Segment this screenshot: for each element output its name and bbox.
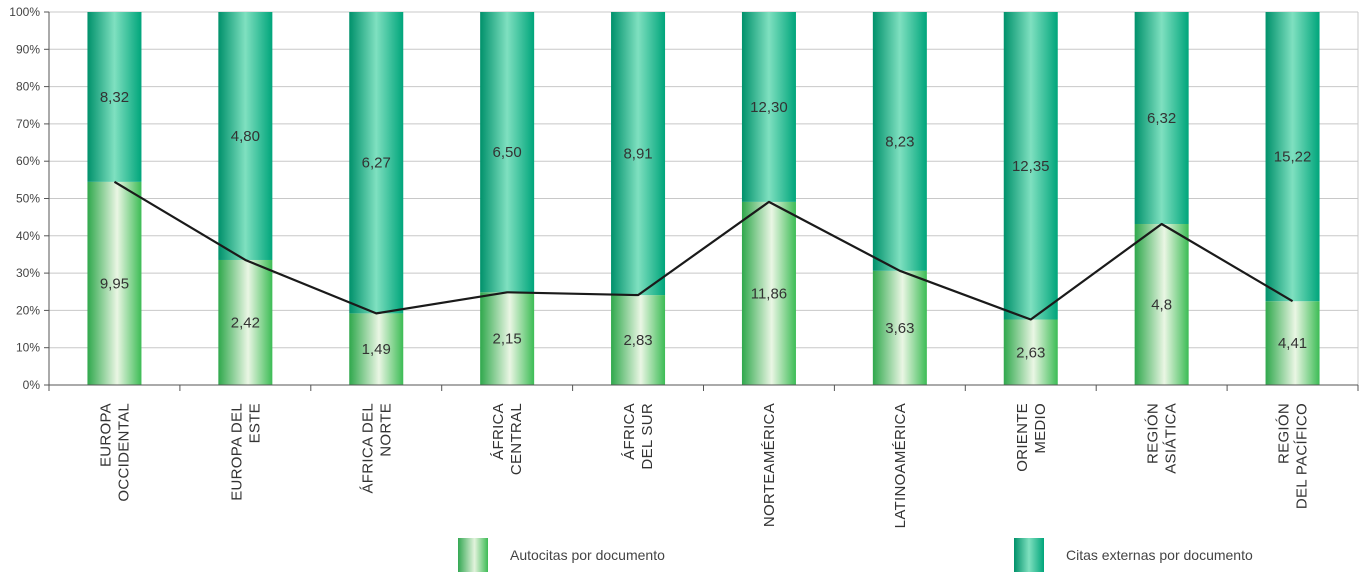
- bar-citas-externas: [1003, 12, 1058, 320]
- value-label-citas-externas: 8,23: [885, 133, 914, 150]
- value-label-autocitas: 3,63: [885, 320, 914, 337]
- category-label-line: ÁFRICA: [490, 403, 507, 460]
- category-label: ÁFRICACENTRAL: [490, 403, 525, 475]
- y-tick-label: 70%: [16, 117, 40, 131]
- category-label-line: REGIÓN: [1145, 403, 1162, 464]
- category-label-line: ASIÁTICA: [1163, 403, 1180, 474]
- value-label-citas-externas: 15,22: [1274, 149, 1312, 166]
- value-label-autocitas: 1,49: [362, 341, 391, 358]
- value-label-autocitas: 2,42: [231, 314, 260, 331]
- legend-swatch-autocitas: [458, 538, 488, 572]
- value-label-citas-externas: 6,50: [493, 144, 522, 161]
- category-label: LATINOAMÉRICA: [892, 403, 909, 528]
- bar-autocitas: [218, 259, 273, 385]
- category-label-line: EUROPA: [97, 403, 114, 467]
- category-label: REGIÓNASIÁTICA: [1145, 403, 1180, 474]
- category-label: ÁFRICADEL SUR: [621, 403, 656, 470]
- category-label-line: ÁFRICA DEL: [359, 403, 376, 494]
- value-label-citas-externas: 6,32: [1147, 110, 1176, 127]
- y-tick-label: 0%: [23, 378, 41, 392]
- y-tick-label: 10%: [16, 341, 40, 355]
- bar-citas-externas: [872, 12, 927, 271]
- series-line: [113, 180, 1294, 321]
- category-label-line: DEL PACÍFICO: [1294, 403, 1311, 509]
- bar-citas-externas: [611, 12, 666, 296]
- category-label-line: NORTEAMÉRICA: [761, 403, 778, 527]
- bar-citas-externas: [480, 12, 535, 293]
- value-label-citas-externas: 12,35: [1012, 158, 1050, 175]
- bar-citas-externas: [1265, 12, 1320, 302]
- value-label-citas-externas: 8,91: [623, 146, 652, 163]
- bar-autocitas: [611, 295, 666, 385]
- category-label-line: OCCIDENTAL: [115, 403, 132, 502]
- category-label: ÁFRICA DELNORTE: [359, 403, 394, 494]
- y-tick-label: 50%: [16, 192, 40, 206]
- legend-autocitas: Autocitas por documento: [458, 538, 665, 572]
- value-label-citas-externas: 6,27: [362, 155, 391, 172]
- bar-autocitas: [480, 292, 535, 385]
- category-label: EUROPA DELESTE: [228, 403, 263, 501]
- category-label-line: LATINOAMÉRICA: [892, 403, 909, 528]
- bar-autocitas: [349, 313, 404, 385]
- value-label-citas-externas: 12,30: [750, 99, 788, 116]
- y-tick-label: 60%: [16, 154, 40, 168]
- category-label: ORIENTEMEDIO: [1014, 403, 1049, 472]
- value-label-autocitas: 4,41: [1278, 335, 1307, 352]
- category-label: REGIÓNDEL PACÍFICO: [1276, 403, 1311, 509]
- bar-citas-externas: [87, 12, 142, 182]
- y-tick-label: 30%: [16, 266, 40, 280]
- legend-label-citas-externas: Citas externas por documento: [1066, 547, 1253, 563]
- category-label: EUROPAOCCIDENTAL: [97, 403, 132, 502]
- bar-citas-externas: [349, 12, 404, 314]
- category-label-line: DEL SUR: [639, 403, 656, 470]
- value-label-autocitas: 2,83: [623, 332, 652, 349]
- bar-autocitas: [872, 270, 927, 385]
- bar-autocitas: [1003, 319, 1058, 385]
- legend-swatch-citas-externas: [1014, 538, 1044, 572]
- bar-autocitas: [741, 201, 796, 385]
- category-label-line: ÁFRICA: [621, 403, 638, 460]
- value-label-autocitas: 2,15: [493, 331, 522, 348]
- y-tick-label: 20%: [16, 303, 40, 317]
- bar-autocitas: [1134, 223, 1189, 385]
- category-label-line: MEDIO: [1032, 403, 1049, 454]
- y-tick-label: 100%: [9, 5, 40, 19]
- category-label-line: CENTRAL: [508, 403, 525, 475]
- legend-label-autocitas: Autocitas por documento: [510, 547, 665, 563]
- bar-citas-externas: [741, 12, 796, 202]
- category-label-line: REGIÓN: [1276, 403, 1293, 464]
- bar-autocitas: [87, 181, 142, 385]
- category-label: NORTEAMÉRICA: [761, 403, 778, 527]
- bar-citas-externas: [1134, 12, 1189, 224]
- legend-citas-externas: Citas externas por documento: [1014, 538, 1253, 572]
- value-label-autocitas: 4,8: [1151, 296, 1172, 313]
- y-tick-label: 90%: [16, 42, 40, 56]
- category-label-line: NORTE: [377, 403, 394, 457]
- category-label-line: EUROPA DEL: [228, 403, 245, 501]
- value-label-autocitas: 2,63: [1016, 344, 1045, 361]
- bar-autocitas: [1265, 301, 1320, 385]
- value-label-citas-externas: 4,80: [231, 128, 260, 145]
- y-tick-label: 40%: [16, 229, 40, 243]
- value-label-autocitas: 9,95: [100, 275, 129, 292]
- category-label-line: ESTE: [246, 403, 263, 443]
- y-tick-label: 80%: [16, 80, 40, 94]
- value-label-autocitas: 11,86: [751, 285, 787, 302]
- category-label-line: ORIENTE: [1014, 403, 1031, 472]
- bar-citas-externas: [218, 12, 273, 260]
- value-label-citas-externas: 8,32: [100, 89, 129, 106]
